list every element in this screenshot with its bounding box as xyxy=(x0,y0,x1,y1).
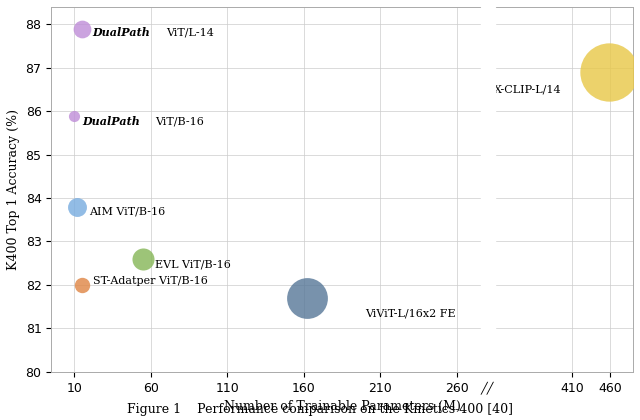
Point xyxy=(77,25,87,32)
Point xyxy=(69,113,79,120)
Text: DualPath: DualPath xyxy=(93,26,154,38)
Text: EVL ViT/B-16: EVL ViT/B-16 xyxy=(156,259,231,269)
Text: ╱╱: ╱╱ xyxy=(481,381,494,394)
Y-axis label: K400 Top 1 Accuracy (%): K400 Top 1 Accuracy (%) xyxy=(7,109,20,270)
Text: ViViT-L/16x2 FE: ViViT-L/16x2 FE xyxy=(365,308,456,318)
Bar xyxy=(481,7,495,372)
Text: AIM ViT/B-16: AIM ViT/B-16 xyxy=(90,207,166,217)
Text: ViT/L-14: ViT/L-14 xyxy=(166,27,214,37)
Point xyxy=(138,255,148,262)
Point xyxy=(604,69,614,76)
Point xyxy=(72,203,83,210)
Text: DualPath: DualPath xyxy=(82,116,143,127)
Point xyxy=(302,294,312,301)
X-axis label: Number of Trainable Parameters (M): Number of Trainable Parameters (M) xyxy=(224,400,461,413)
Text: X-CLIP-L/14: X-CLIP-L/14 xyxy=(493,84,561,94)
Point xyxy=(77,281,87,288)
Text: ViT/B-16: ViT/B-16 xyxy=(155,117,204,126)
Text: Figure 1    Performance comparison on the Kinetics-400 [40]: Figure 1 Performance comparison on the K… xyxy=(127,403,513,416)
Text: ST-Adatper ViT/B-16: ST-Adatper ViT/B-16 xyxy=(93,276,207,286)
